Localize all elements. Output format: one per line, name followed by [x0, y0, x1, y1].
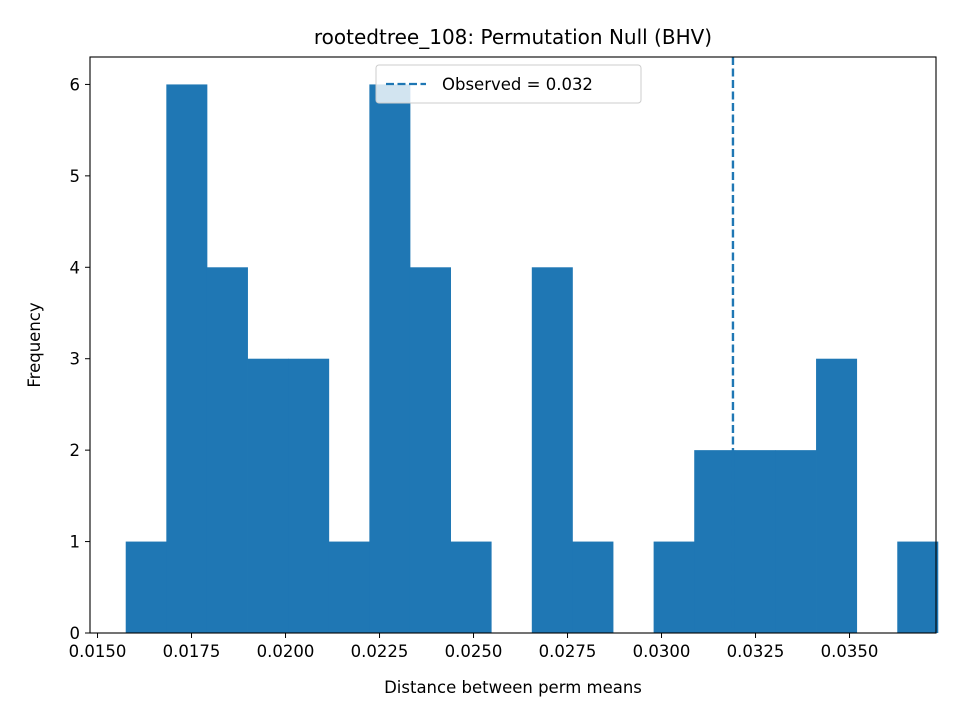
histogram-bar-15: [734, 450, 776, 633]
x-tick-label: 0.0350: [821, 642, 879, 661]
histogram-bar-5: [328, 541, 370, 633]
histogram-bar-7: [409, 267, 451, 633]
x-tick-label: 0.0150: [69, 642, 127, 661]
histogram-bar-8: [450, 541, 492, 633]
x-tick-label: 0.0200: [257, 642, 315, 661]
chart-title: rootedtree_108: Permutation Null (BHV): [314, 25, 712, 49]
x-tick-label: 0.0325: [727, 642, 785, 661]
histogram-bar-14: [694, 450, 736, 633]
y-tick-label: 0: [70, 624, 81, 643]
x-tick-label: 0.0225: [351, 642, 409, 661]
y-tick-label: 4: [70, 258, 81, 277]
x-tick-label: 0.0300: [633, 642, 691, 661]
histogram-bar-3: [247, 358, 289, 633]
legend: Observed = 0.032: [375, 64, 642, 104]
histogram-bar-11: [572, 541, 614, 633]
histogram-bar-0: [125, 541, 167, 633]
x-tick-label: 0.0250: [445, 642, 503, 661]
x-axis: 0.0150 0.0175 0.0200 0.0225 0.0250 0.0275 0.03…: [69, 633, 879, 661]
histogram-bar-6: [369, 84, 411, 634]
histogram-bar-4: [288, 358, 330, 633]
x-tick-label: 0.0275: [539, 642, 597, 661]
plot-frame: [89, 56, 937, 634]
histogram-bar-2: [206, 267, 248, 633]
y-axis-title: Frequency: [25, 302, 44, 387]
histogram-bar-19: [897, 541, 939, 633]
legend-observed-label: Observed = 0.032: [442, 75, 593, 94]
x-axis-title: Distance between perm means: [384, 678, 642, 697]
histogram-bar-13: [653, 541, 695, 633]
legend-box: [375, 64, 642, 104]
x-tick-label: 0.0175: [163, 642, 221, 661]
y-tick-label: 3: [70, 350, 81, 369]
histogram-bar-17: [816, 358, 858, 633]
y-tick-label: 5: [70, 167, 81, 186]
y-axis: 0 1 2 3 4 5 6: [70, 75, 90, 643]
y-tick-label: 2: [70, 441, 81, 460]
bars-layer: [125, 84, 939, 634]
histogram-bar-10: [531, 267, 573, 633]
histogram-bar-16: [775, 450, 817, 633]
y-tick-label: 1: [70, 533, 81, 552]
y-tick-label: 6: [70, 75, 81, 94]
histogram-bar-1: [166, 84, 208, 634]
